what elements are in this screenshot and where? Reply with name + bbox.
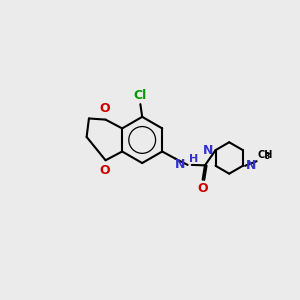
Text: N: N xyxy=(202,144,213,157)
Text: O: O xyxy=(99,103,110,116)
Text: H: H xyxy=(189,154,198,164)
Text: O: O xyxy=(99,164,110,177)
Text: 3: 3 xyxy=(264,152,269,161)
Text: N: N xyxy=(175,158,185,171)
Text: CH: CH xyxy=(258,150,273,160)
Text: O: O xyxy=(197,182,208,196)
Text: N: N xyxy=(246,159,256,172)
Text: Cl: Cl xyxy=(134,89,147,102)
